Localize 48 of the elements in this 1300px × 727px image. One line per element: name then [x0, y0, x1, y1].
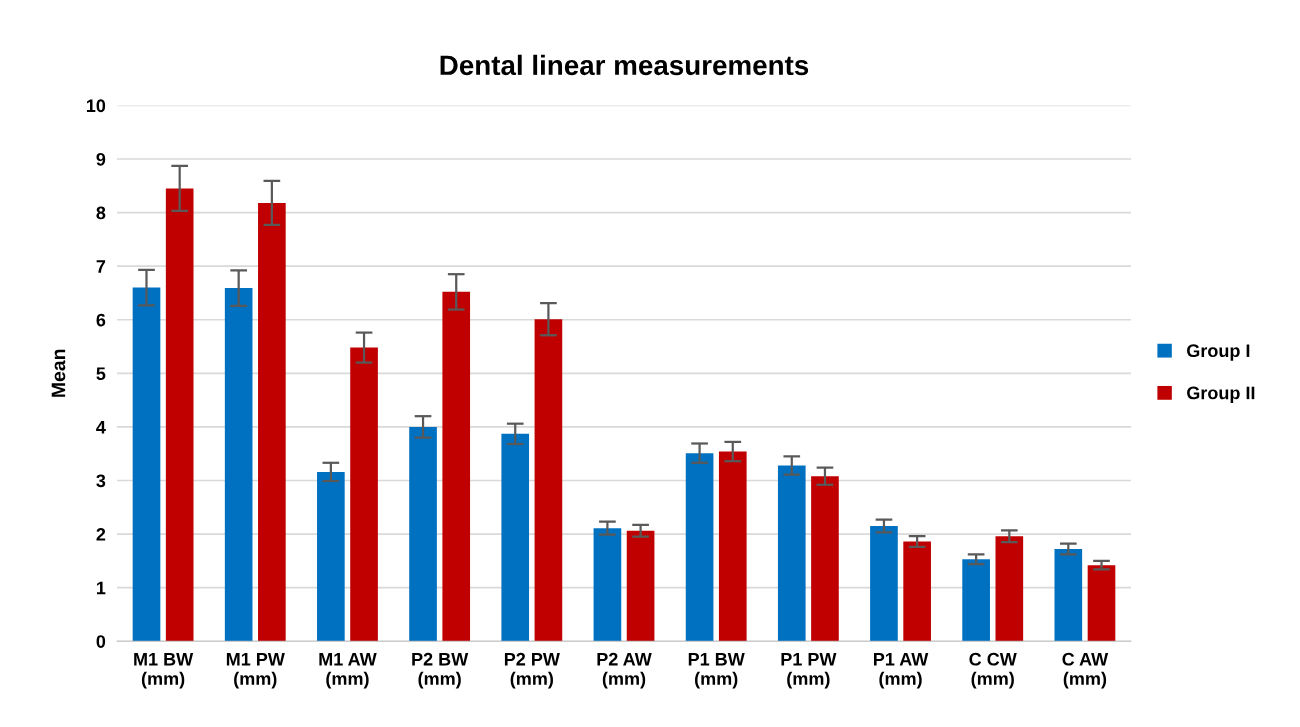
y-tick-label: 5	[96, 367, 106, 381]
bar	[1054, 549, 1083, 642]
y-tick-label: 0	[96, 635, 106, 648]
x-tick-label: M1 AW (mm)	[319, 652, 377, 689]
bar	[501, 433, 530, 642]
x-tick-label: P2 AW (mm)	[597, 652, 652, 689]
bar	[718, 451, 747, 642]
legend-label: Group II	[1187, 386, 1255, 403]
y-axis-title: Mean	[51, 349, 66, 397]
chart-title: Dental linear measurements	[440, 54, 809, 76]
bar	[870, 526, 898, 642]
x-tick-label: P2 BW (mm)	[412, 652, 469, 689]
y-tick-label: 8	[96, 206, 106, 220]
y-tick-label: 3	[96, 474, 106, 488]
bar	[903, 541, 931, 642]
bar	[811, 476, 839, 642]
bar	[409, 426, 437, 642]
bar	[165, 188, 194, 642]
y-tick-label: 10	[86, 99, 106, 113]
x-tick-label: C CW (mm)	[969, 652, 1017, 689]
bar	[534, 319, 563, 642]
y-tick-label: 2	[96, 527, 106, 541]
bar	[224, 288, 253, 642]
legend-label: Group I	[1187, 344, 1250, 361]
x-tick-label: M1 PW (mm)	[226, 652, 285, 689]
x-tick-label: M1 BW (mm)	[134, 652, 194, 689]
bar	[442, 291, 471, 642]
y-tick-label: 9	[96, 152, 106, 166]
bar	[258, 202, 286, 642]
y-tick-label: 6	[96, 313, 106, 327]
bar	[962, 559, 990, 642]
y-tick-label: 4	[96, 421, 106, 434]
x-tick-label: P2 PW (mm)	[504, 652, 560, 689]
x-tick-label: C AW (mm)	[1062, 652, 1109, 689]
bar	[1087, 565, 1116, 642]
y-tick-label: 1	[96, 581, 106, 595]
bar	[593, 528, 622, 642]
x-tick-label: P1 AW (mm)	[874, 652, 929, 689]
bar	[317, 471, 345, 642]
bar	[995, 536, 1024, 642]
bar	[777, 465, 806, 642]
bar	[626, 530, 655, 642]
bar	[685, 453, 714, 642]
x-tick-label: P1 PW (mm)	[781, 652, 837, 689]
bar	[132, 287, 161, 642]
y-tick-label: 7	[96, 260, 106, 273]
x-tick-label: P1 BW (mm)	[688, 652, 745, 689]
bar	[350, 347, 378, 642]
